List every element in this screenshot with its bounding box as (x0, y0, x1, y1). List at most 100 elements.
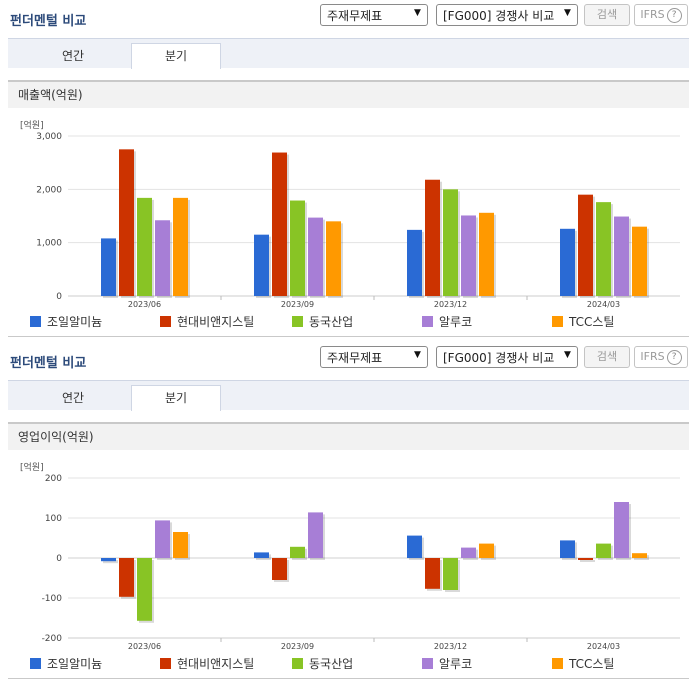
bar[interactable] (173, 532, 188, 558)
bar[interactable] (596, 543, 611, 558)
legend-swatch (552, 316, 563, 327)
section-title: 펀더멘털 비교 (10, 356, 87, 371)
bar[interactable] (308, 512, 323, 558)
bar[interactable] (254, 552, 269, 558)
x-tick-label: 2024/03 (587, 300, 620, 308)
x-tick-label: 2024/03 (587, 642, 620, 650)
chevron-down-icon: ▼ (564, 350, 571, 360)
bar[interactable] (272, 152, 287, 296)
bar[interactable] (254, 234, 269, 296)
y-tick-label: 0 (56, 292, 62, 302)
bar[interactable] (101, 238, 116, 296)
chevron-down-icon: ▼ (414, 8, 421, 18)
legend-item[interactable]: 동국산업 (292, 313, 353, 330)
legend-item[interactable]: 현대비앤지스틸 (160, 313, 254, 330)
bar[interactable] (614, 502, 629, 558)
legend-label: 알루코 (439, 657, 473, 671)
tab-quarterly[interactable]: 분기 (131, 43, 221, 69)
search-button[interactable]: 검색 (584, 4, 630, 26)
statement-type-select[interactable]: 주재무제표 ▼ (320, 346, 428, 368)
y-tick-label: 3,000 (36, 132, 62, 142)
legend-item[interactable]: 조일알미늄 (30, 313, 102, 330)
legend-swatch (160, 658, 171, 669)
bar[interactable] (137, 558, 152, 621)
bar-shadow (580, 560, 595, 562)
bar[interactable] (632, 553, 647, 558)
bar[interactable] (155, 220, 170, 296)
help-icon: ? (666, 8, 682, 23)
fundamental-section-1: 펀더멘털 비교 주재무제표 ▼ [FG000] 경쟁사 비교 ▼ 검색 IFRS? … (8, 4, 689, 337)
search-button[interactable]: 검색 (584, 346, 630, 368)
legend-label: 동국산업 (309, 657, 354, 671)
unit-label: [억원] (20, 121, 44, 131)
bar[interactable] (443, 558, 458, 590)
legend-item[interactable]: TCC스틸 (552, 655, 614, 672)
legend-swatch (552, 658, 563, 669)
statement-type-select[interactable]: 주재무제표 ▼ (320, 4, 428, 26)
bar[interactable] (425, 179, 440, 296)
bar[interactable] (137, 197, 152, 296)
tab-annual[interactable]: 연간 (61, 391, 85, 405)
help-icon: ? (666, 350, 682, 365)
bar[interactable] (119, 149, 134, 296)
legend-item[interactable]: 알루코 (422, 313, 472, 330)
bar[interactable] (326, 221, 341, 296)
x-tick-label: 2023/12 (434, 642, 467, 650)
bar[interactable] (425, 558, 440, 589)
chevron-down-icon: ▼ (564, 8, 571, 18)
y-tick-label: -200 (42, 634, 63, 644)
x-tick-label: 2023/06 (128, 642, 161, 650)
x-tick-label: 2023/12 (434, 300, 467, 308)
bar[interactable] (155, 520, 170, 558)
bar[interactable] (578, 558, 593, 560)
legend-swatch (30, 658, 41, 669)
bar[interactable] (596, 202, 611, 296)
bar[interactable] (119, 558, 134, 597)
bar[interactable] (560, 228, 575, 296)
bar[interactable] (290, 200, 305, 296)
chevron-down-icon: ▼ (414, 350, 421, 360)
ifrs-button[interactable]: IFRS? (634, 4, 688, 26)
legend-item[interactable]: 현대비앤지스틸 (160, 655, 254, 672)
legend-swatch (292, 316, 303, 327)
legend-label: 알루코 (439, 315, 473, 329)
bar[interactable] (407, 229, 422, 296)
divider (8, 336, 689, 337)
legend-item[interactable]: 조일알미늄 (30, 655, 102, 672)
bar[interactable] (479, 543, 494, 558)
y-tick-label: 1,000 (36, 239, 62, 249)
legend-swatch (422, 316, 433, 327)
bar[interactable] (173, 197, 188, 296)
metric-label: 매출액(억원) (8, 80, 689, 108)
bar[interactable] (461, 547, 476, 558)
unit-label: [억원] (20, 463, 44, 473)
bar[interactable] (614, 216, 629, 296)
tab-quarterly[interactable]: 분기 (131, 385, 221, 411)
bar[interactable] (407, 535, 422, 558)
operating-profit-chart: -200 -100 0 100 200 2023/06 2023/09 2023/12 2024… (42, 474, 680, 650)
bar[interactable] (578, 194, 593, 296)
legend-item[interactable]: TCC스틸 (552, 313, 614, 330)
y-tick-label: 200 (45, 474, 62, 484)
bar[interactable] (443, 189, 458, 296)
bar[interactable] (560, 540, 575, 558)
bar[interactable] (632, 226, 647, 296)
ifrs-button[interactable]: IFRS? (634, 346, 688, 368)
divider (8, 678, 689, 679)
competitor-select[interactable]: [FG000] 경쟁사 비교 ▼ (436, 346, 578, 368)
bar[interactable] (308, 217, 323, 296)
legend-item[interactable]: 동국산업 (292, 655, 353, 672)
bar[interactable] (272, 558, 287, 580)
bar[interactable] (461, 215, 476, 296)
bar[interactable] (290, 546, 305, 558)
competitor-select[interactable]: [FG000] 경쟁사 비교 ▼ (436, 4, 578, 26)
fundamental-section-2: 펀더멘털 비교 주재무제표 ▼ [FG000] 경쟁사 비교 ▼ 검색 IFRS? … (0, 342, 696, 684)
bar[interactable] (479, 212, 494, 296)
chart-legend: 조일알미늄 현대비앤지스틸 동국산업 알루코 TCC스틸 (30, 655, 690, 671)
x-tick-label: 2023/09 (281, 642, 314, 650)
tab-annual[interactable]: 연간 (61, 49, 85, 63)
legend-label: 현대비앤지스틸 (177, 315, 255, 329)
metric-label: 영업이익(억원) (8, 422, 689, 450)
bar[interactable] (101, 558, 116, 562)
legend-item[interactable]: 알루코 (422, 655, 472, 672)
